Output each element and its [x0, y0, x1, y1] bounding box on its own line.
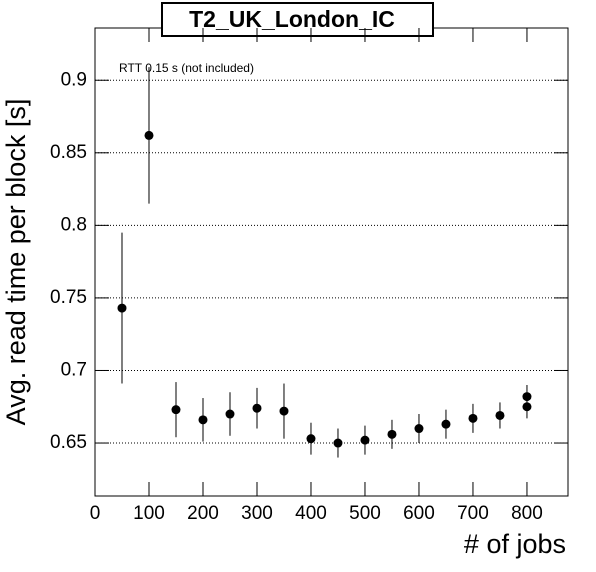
y-tick-label: 0.9: [61, 69, 87, 90]
x-tick-label: 700: [457, 503, 489, 524]
point: [441, 419, 451, 429]
point: [468, 413, 478, 423]
point: [495, 410, 505, 420]
x-tick-label: 500: [349, 503, 381, 524]
point: [252, 403, 262, 413]
point: [333, 438, 343, 448]
chart-title: T2_UK_London_IC: [189, 6, 395, 32]
point: [144, 130, 154, 140]
annotation: RTT 0.15 s (not included): [119, 61, 254, 75]
x-tick-label: 600: [403, 503, 435, 524]
point: [198, 415, 208, 425]
x-tick-label: 800: [511, 503, 543, 524]
x-tick-label: 300: [241, 503, 273, 524]
point: [414, 424, 424, 434]
x-axis-label: # of jobs: [464, 529, 566, 559]
y-tick-label: 0.8: [61, 214, 87, 235]
point: [306, 434, 316, 444]
point: [117, 303, 127, 313]
x-tick-label: 200: [187, 503, 219, 524]
y-tick-label: 0.65: [50, 432, 87, 453]
point: [522, 402, 532, 412]
plot-frame: [94, 27, 569, 497]
point: [171, 405, 181, 415]
x-tick-label: 100: [133, 503, 165, 524]
point: [387, 429, 397, 439]
point: [279, 406, 289, 416]
point: [360, 435, 370, 445]
y-axis-label: Avg. read time per block [s]: [1, 99, 31, 426]
y-tick-label: 0.85: [50, 142, 87, 163]
y-tick-label: 0.75: [50, 287, 87, 308]
point: [225, 409, 235, 419]
y-tick-label: 0.7: [61, 359, 87, 380]
x-tick-label: 0: [90, 503, 101, 524]
title-box: [161, 2, 434, 37]
x-tick-label: 400: [295, 503, 327, 524]
